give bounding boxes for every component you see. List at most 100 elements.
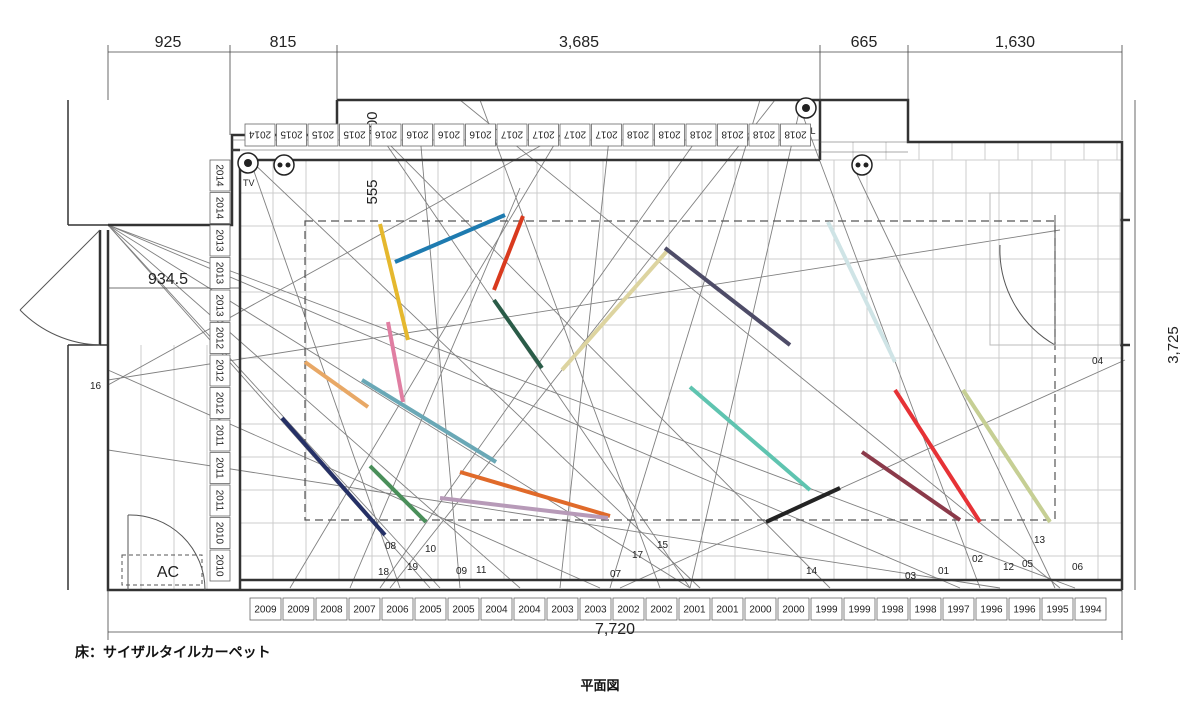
year-label-text: 2018: [658, 129, 681, 140]
dim-top-3: 3,685: [559, 34, 599, 51]
year-label-box: [678, 597, 711, 621]
year-label: 2016: [370, 123, 402, 147]
year-label-box: [209, 419, 231, 452]
year-label-box: [1008, 597, 1041, 621]
sight-line: [459, 99, 1061, 589]
year-label-box: [1074, 597, 1107, 621]
artwork-bar: [459, 470, 611, 518]
year-label-box: [622, 123, 654, 147]
year-label: 2000: [777, 597, 810, 621]
line-numbers: 01 02 03 04 05 06 07 08 09 10 11 12 13 14 15 16 17 18 19: [90, 356, 1104, 582]
year-label: 2012: [209, 322, 231, 354]
artwork-bar: [860, 450, 962, 522]
artwork-bar: [386, 321, 405, 403]
line-number: 14: [806, 566, 818, 577]
year-label-text: 2014: [214, 164, 225, 187]
artwork-bar: [893, 388, 982, 524]
sight-line: [249, 159, 701, 589]
year-label-text: 2016: [374, 129, 397, 140]
year-label-box: [209, 452, 231, 484]
year-label-box: [777, 597, 810, 621]
artwork-bar: [765, 486, 841, 524]
line-number: 11: [476, 565, 487, 576]
year-label: 2017: [559, 123, 591, 147]
year-label-text: 2012: [214, 392, 225, 415]
years-bottom: 2009 2009 2008 2007 2006 2005 2005 2004 2004 2003…: [249, 597, 1107, 621]
sight-line: [107, 449, 1001, 589]
line-number: 17: [632, 550, 644, 561]
line-number: 07: [610, 569, 622, 580]
year-label-box: [685, 123, 717, 147]
sight-line: [107, 224, 961, 589]
year-label-text: 2009: [287, 605, 310, 616]
year-label-text: 1994: [1079, 605, 1102, 616]
dim-555: 555: [364, 179, 381, 204]
year-label-text: 1998: [914, 605, 937, 616]
dim-top-5: 1,630: [995, 34, 1035, 51]
year-label: 2017: [528, 123, 559, 147]
year-label-text: 2004: [518, 605, 541, 616]
year-label-text: 1999: [815, 605, 838, 616]
year-label-box: [433, 123, 465, 147]
sight-line: [689, 107, 801, 589]
year-label-text: 2013: [214, 229, 225, 252]
artwork-bar: [378, 223, 410, 341]
outlet-icon: [273, 154, 295, 176]
year-label-text: 2013: [214, 262, 225, 285]
artwork-bar: [360, 378, 498, 464]
year-label-text: 2016: [469, 129, 492, 140]
year-label: 2004: [513, 597, 546, 621]
year-label-box: [209, 549, 231, 582]
outlet-icon: [237, 152, 259, 174]
year-label-box: [975, 597, 1008, 621]
line-number: 19: [407, 562, 419, 573]
year-label-text: 2002: [617, 605, 640, 616]
year-label-box: [480, 597, 513, 621]
sight-line: [289, 134, 561, 589]
sight-line: [379, 134, 831, 589]
sight-line: [107, 224, 691, 589]
year-label-text: 2014: [214, 197, 225, 220]
artwork-bars: [280, 213, 1052, 537]
carpet-area-outline: [304, 220, 1056, 521]
line-number: 08: [385, 541, 397, 552]
door-right: [989, 192, 1121, 346]
sight-line: [419, 134, 461, 589]
year-label-text: 2009: [254, 605, 277, 616]
year-label-box: [209, 517, 231, 549]
year-label: 1996: [1008, 597, 1041, 621]
year-label-text: 2011: [214, 457, 225, 479]
outer-walls: [67, 100, 108, 590]
year-label: 2009: [249, 597, 282, 621]
year-label-box: [315, 597, 348, 621]
line-number: 04: [1092, 356, 1104, 367]
year-label-box: [370, 123, 402, 147]
year-label-text: 1995: [1046, 605, 1069, 616]
dim-total-width: 7,720: [595, 621, 635, 638]
year-label-box: [244, 123, 276, 147]
sight-line: [479, 99, 661, 589]
year-label: 2005: [447, 597, 480, 621]
year-label-text: 1997: [947, 605, 970, 616]
sight-line: [349, 187, 521, 589]
year-label: 2003: [579, 597, 612, 621]
artwork-bar: [492, 298, 544, 370]
year-label-text: 2011: [214, 425, 225, 447]
year-label: 2010: [209, 517, 231, 549]
year-label-text: 2008: [320, 605, 343, 616]
year-label: 2015: [307, 123, 339, 147]
line-number: 06: [1072, 562, 1084, 573]
year-label-text: 2004: [485, 605, 508, 616]
year-label-text: 2018: [721, 129, 744, 140]
year-label-text: 1999: [848, 605, 871, 616]
year-label-box: [249, 597, 282, 621]
year-label-text: 2015: [343, 129, 366, 140]
dim-top-1: 925: [155, 34, 182, 51]
ac-label: AC: [157, 564, 179, 581]
year-label-box: [465, 123, 496, 147]
artwork-bar: [688, 385, 812, 492]
year-label-text: 2003: [551, 605, 574, 616]
dim-top-2: 815: [270, 34, 297, 51]
year-label: 2009: [282, 597, 315, 621]
year-label-text: 2018: [689, 129, 712, 140]
